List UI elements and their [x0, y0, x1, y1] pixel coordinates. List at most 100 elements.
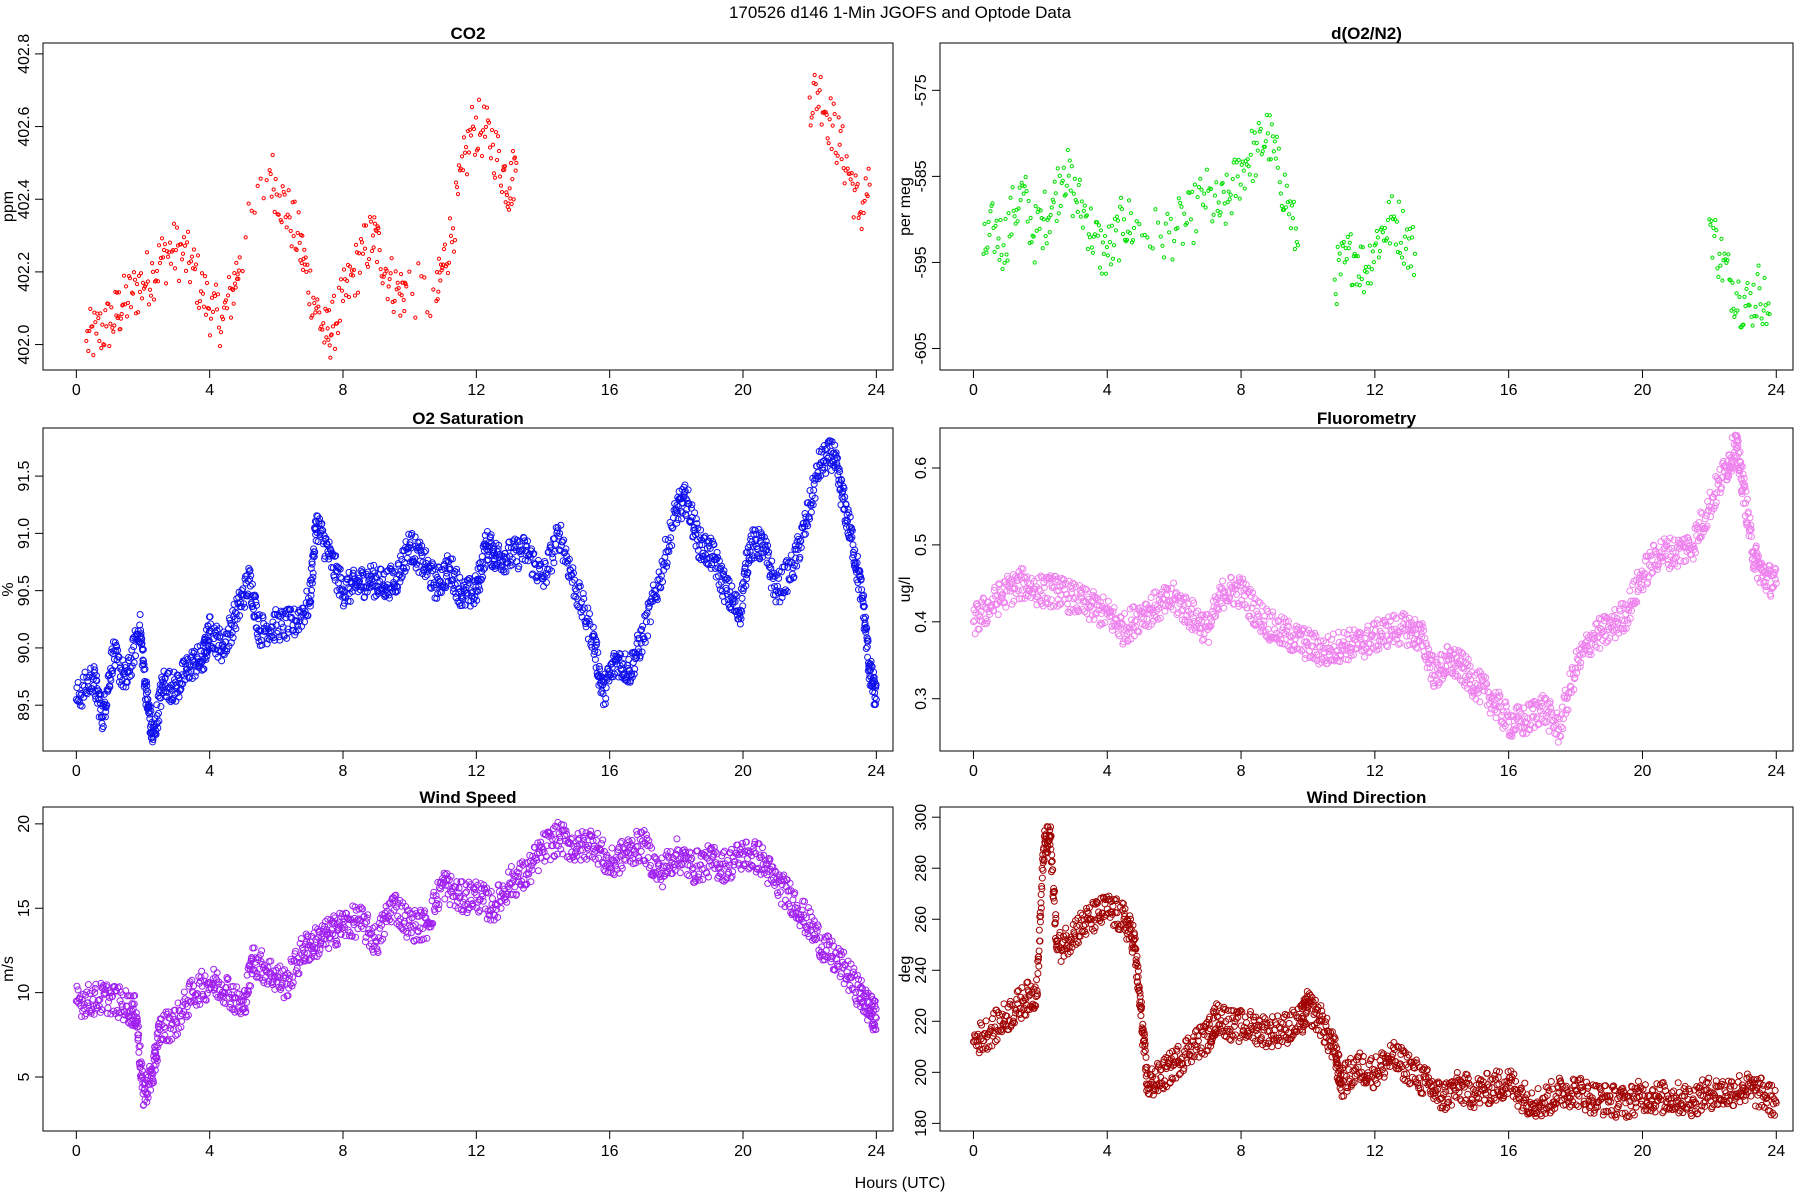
data-point	[1127, 231, 1133, 236]
data-point	[92, 695, 100, 703]
data-point	[227, 620, 235, 628]
data-point	[93, 677, 101, 685]
data-point	[137, 289, 143, 295]
data-point	[1107, 608, 1115, 616]
data-point	[1167, 230, 1172, 235]
data-point	[1130, 238, 1136, 243]
data-point	[110, 325, 115, 330]
data-point	[276, 212, 281, 217]
data-point	[453, 580, 461, 588]
x-tick-label: 4	[1103, 763, 1112, 780]
data-point	[1246, 164, 1251, 169]
data-point	[586, 610, 594, 618]
data-point	[1016, 206, 1021, 211]
data-point	[1230, 176, 1235, 182]
data-point	[142, 284, 148, 289]
data-point	[245, 568, 253, 576]
data-point	[1493, 701, 1501, 709]
data-point	[417, 549, 425, 557]
data-point	[1178, 200, 1183, 206]
data-point	[1028, 215, 1033, 220]
data-point	[75, 994, 83, 1002]
data-point	[1214, 180, 1219, 185]
data-point	[466, 150, 472, 155]
data-point	[246, 582, 254, 590]
data-point	[90, 324, 95, 329]
data-point	[1247, 172, 1252, 177]
x-tick-label: 0	[72, 382, 81, 399]
data-point	[269, 194, 274, 199]
data-point	[1082, 203, 1087, 208]
data-point	[135, 1031, 143, 1039]
data-point	[418, 542, 426, 550]
data-point	[1334, 301, 1339, 307]
data-point	[202, 273, 208, 279]
data-point	[446, 260, 452, 265]
data-point	[111, 983, 119, 991]
data-point	[407, 269, 412, 274]
data-point	[1192, 182, 1197, 187]
data-point	[1089, 245, 1094, 250]
data-point	[1410, 224, 1416, 230]
data-point	[1000, 266, 1005, 272]
data-point	[1268, 612, 1276, 620]
data-point	[1076, 182, 1081, 188]
data-point	[374, 228, 379, 233]
data-point	[97, 691, 105, 699]
data-point	[1252, 620, 1260, 628]
data-point	[279, 623, 287, 631]
x-tick-label: 0	[72, 1143, 81, 1160]
data-point	[380, 281, 385, 286]
data-point	[245, 988, 253, 996]
data-point	[1160, 243, 1165, 248]
data-point	[345, 932, 353, 940]
data-point	[1708, 222, 1713, 227]
data-point	[144, 1073, 152, 1081]
data-point	[422, 275, 427, 280]
data-point	[84, 338, 89, 344]
data-point	[1641, 570, 1649, 578]
data-point	[1053, 575, 1061, 583]
data-point	[131, 992, 139, 1000]
data-point	[691, 509, 699, 517]
data-point	[203, 989, 211, 997]
data-point	[1337, 652, 1345, 660]
data-point	[1403, 246, 1409, 251]
data-point	[147, 1086, 155, 1094]
data-point	[1357, 283, 1362, 288]
data-point	[773, 582, 781, 590]
data-point	[1112, 216, 1118, 222]
data-point	[480, 128, 486, 133]
data-point	[176, 278, 182, 283]
data-point	[1200, 202, 1206, 207]
data-point	[838, 128, 843, 134]
data-point	[1153, 207, 1158, 212]
data-point	[216, 325, 222, 330]
data-point	[191, 247, 197, 252]
data-point	[1748, 290, 1753, 296]
data-point	[698, 541, 706, 549]
data-point	[192, 991, 200, 999]
data-point	[1573, 655, 1581, 663]
data-point	[473, 596, 481, 604]
data-point	[1749, 564, 1757, 572]
data-point	[763, 559, 771, 567]
data-point	[127, 671, 135, 679]
data-point	[311, 548, 319, 556]
data-point	[289, 244, 294, 249]
data-point	[1010, 185, 1015, 190]
data-point	[811, 494, 819, 502]
data-point	[1615, 629, 1623, 637]
data-point	[272, 621, 280, 629]
data-point	[225, 293, 231, 298]
data-point	[851, 546, 859, 554]
data-point	[187, 667, 195, 675]
data-point	[1071, 191, 1076, 196]
data-point	[1499, 724, 1507, 732]
data-point	[1573, 669, 1581, 677]
data-point	[669, 524, 677, 532]
data-point	[131, 270, 137, 275]
data-point	[99, 346, 104, 351]
data-point	[1170, 579, 1178, 587]
